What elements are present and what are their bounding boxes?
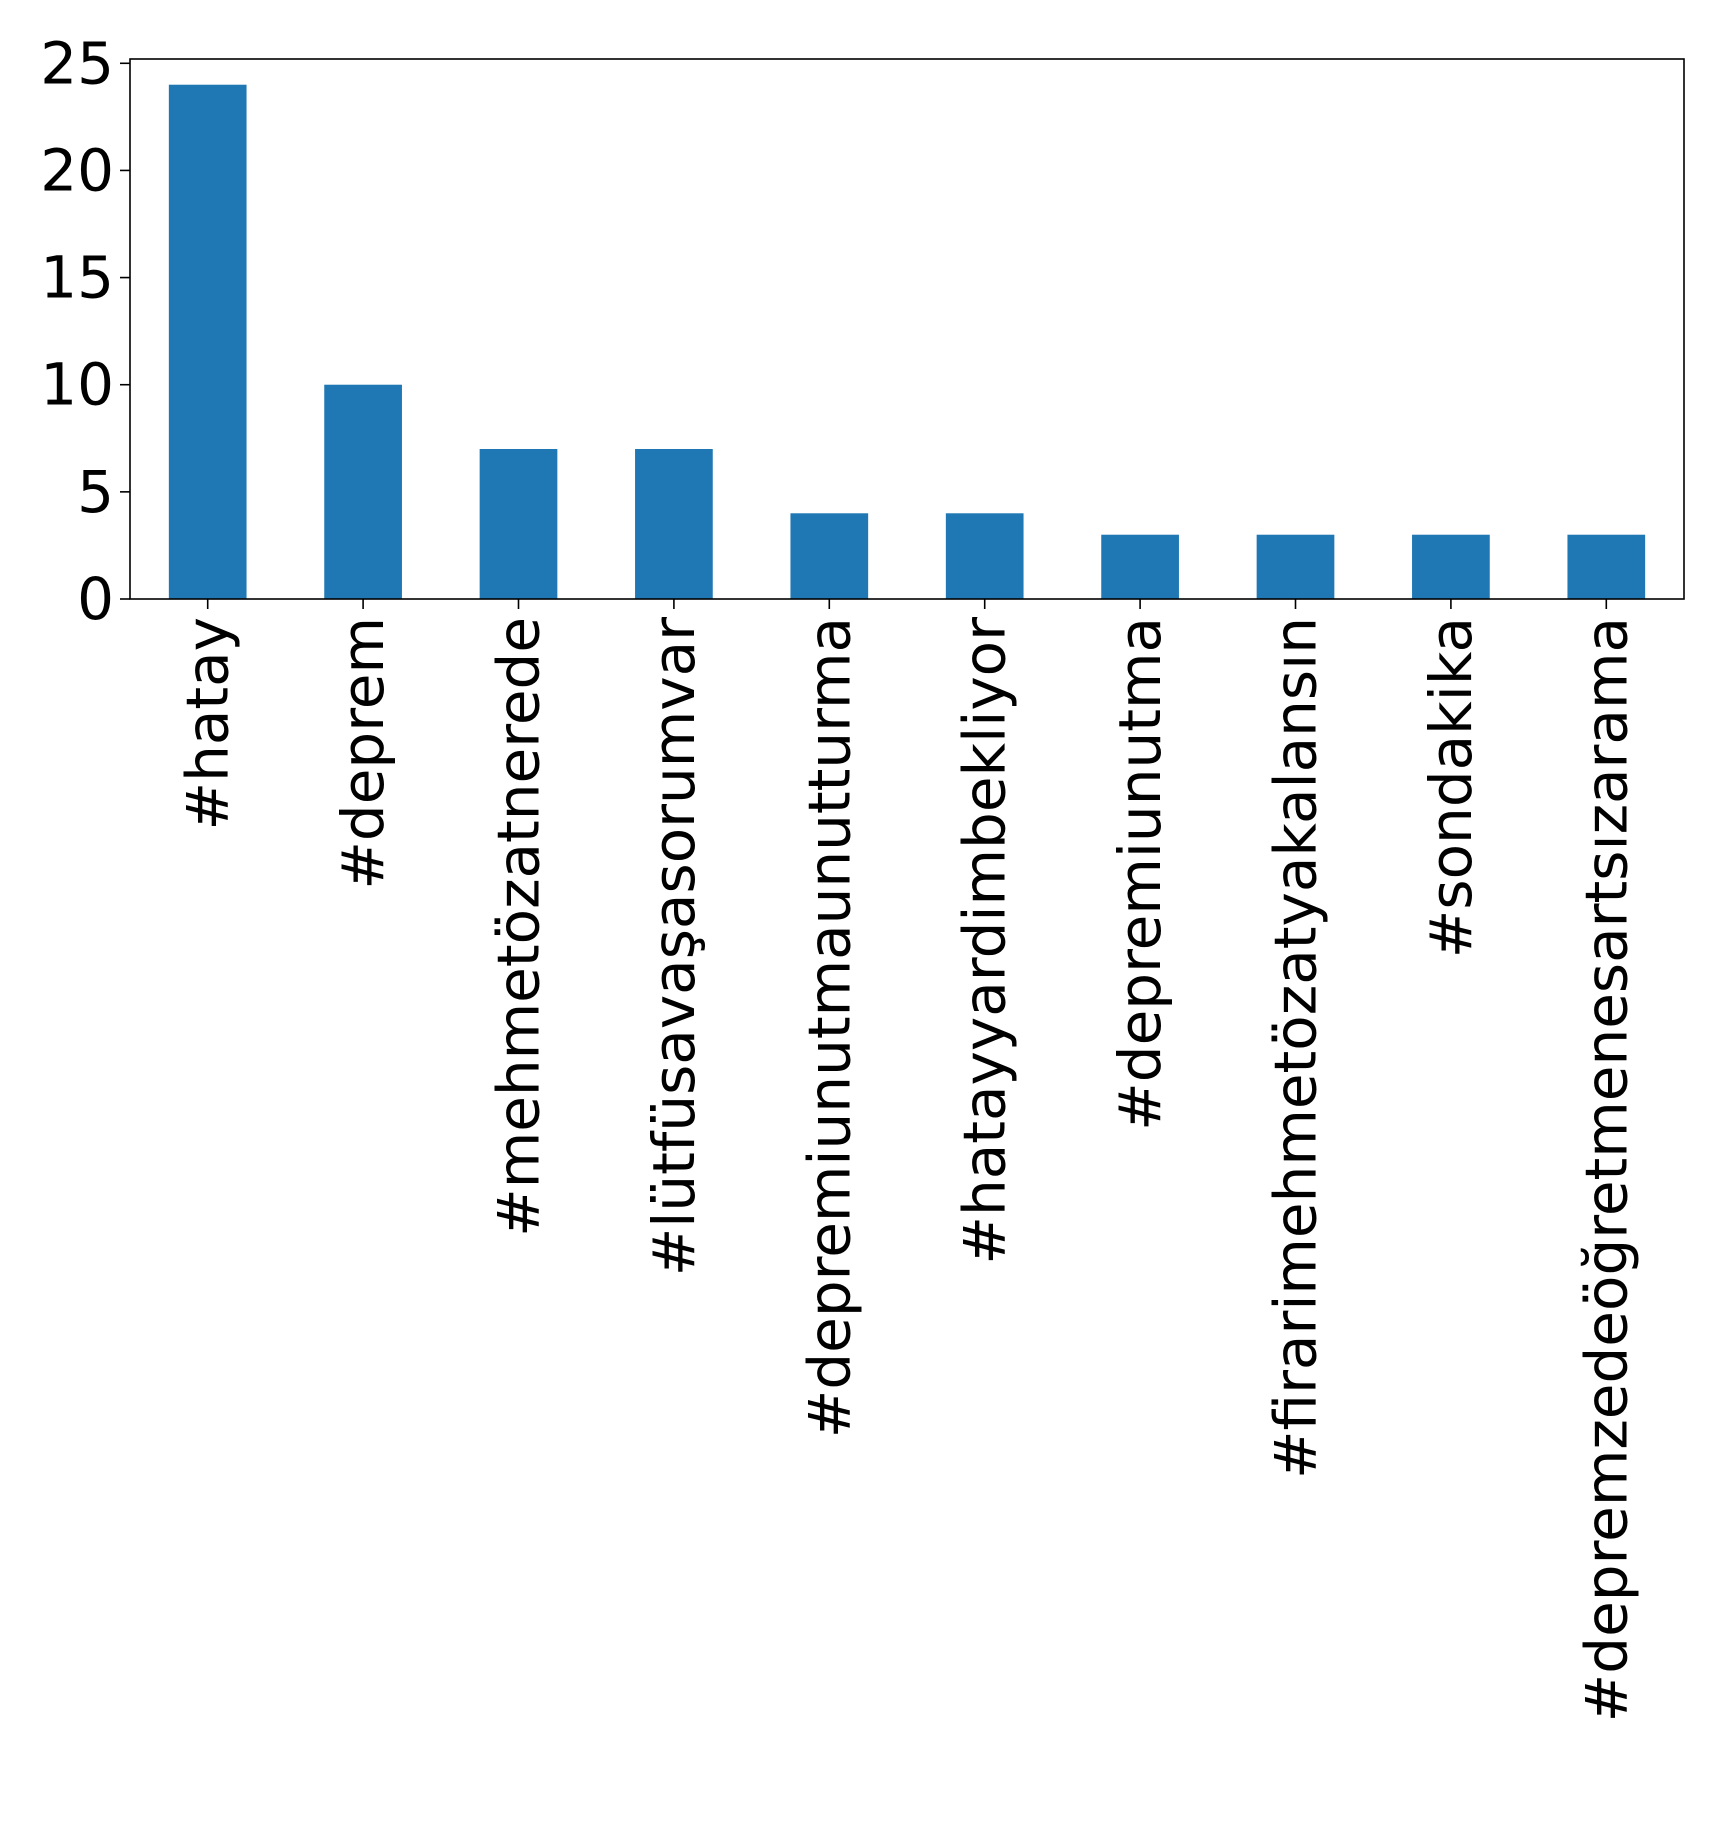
bar-5 — [945, 513, 1024, 599]
y-tick-label-3: 15 — [40, 244, 114, 312]
bars-group — [168, 84, 1646, 599]
bar-1 — [324, 384, 402, 599]
x-tick-label-8: #sondakika — [1417, 617, 1485, 958]
x-tick-label-7: #firarimehmetözatyakalansın — [1262, 617, 1330, 1479]
bar-8 — [1412, 534, 1490, 599]
x-tick-label-6: #depremiunutma — [1106, 617, 1174, 1131]
x-tick-label-4: #depremiunutmaunutturma — [795, 617, 863, 1438]
bar-3 — [635, 449, 713, 599]
x-axis: #hatay #deprem #mehmetözatnerede #lütfüsava… — [174, 599, 1640, 1722]
bar-4 — [790, 513, 869, 599]
bar-6 — [1101, 534, 1179, 599]
x-tick-label-5: #hatayyardimbekliyor — [951, 617, 1019, 1265]
plot-area-frame — [129, 58, 1685, 600]
y-axis: 0 5 10 15 20 25 — [40, 29, 130, 633]
bar-2 — [479, 449, 558, 599]
x-tick-label-3: #lütfüsavaşasorumvar — [640, 617, 708, 1276]
x-tick-label-1: #deprem — [329, 617, 397, 890]
y-tick-label-1: 5 — [77, 458, 114, 526]
x-tick-label-0: #hatay — [174, 617, 242, 831]
bar-9 — [1567, 534, 1646, 599]
x-tick-label-2: #mehmetözatnerede — [485, 617, 553, 1237]
x-tick-label-9: #depremzedeöğretmenesartsızarama — [1572, 617, 1640, 1722]
y-tick-label-4: 20 — [40, 136, 114, 204]
bar-0 — [168, 84, 247, 599]
y-tick-label-2: 10 — [40, 351, 114, 419]
bar-7 — [1256, 534, 1335, 599]
y-tick-label-0: 0 — [77, 565, 114, 633]
y-tick-label-5: 25 — [40, 29, 114, 97]
